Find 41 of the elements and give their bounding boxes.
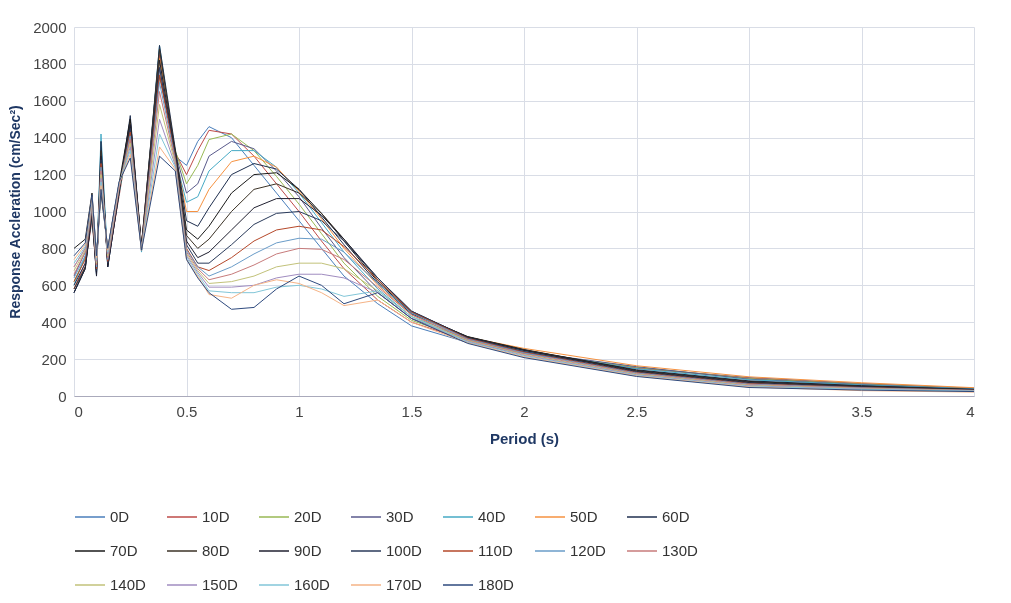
legend-label: 60D (662, 508, 690, 525)
legend-label: 80D (202, 542, 230, 559)
legend-label: 0D (110, 508, 130, 525)
y-tick-label: 1800 (33, 55, 67, 73)
x-tick-label: 1 (295, 402, 304, 420)
legend-label: 110D (478, 542, 513, 559)
legend-label: 70D (110, 542, 138, 559)
y-tick-label: 1000 (33, 203, 67, 220)
y-tick-label: 1200 (33, 166, 67, 184)
legend-label: 180D (478, 576, 515, 593)
y-tick-label: 2000 (33, 18, 67, 36)
y-tick-label: 200 (41, 350, 67, 368)
legend-label: 170D (386, 576, 423, 593)
legend-label: 100D (386, 542, 423, 559)
y-tick-label: 800 (41, 239, 67, 257)
x-tick-label: 3 (745, 402, 754, 420)
x-tick-label: 3.5 (851, 402, 873, 420)
x-tick-label: 0.5 (176, 402, 198, 420)
y-axis-title: Response Accleration (cm/Sec²) (7, 105, 24, 319)
legend-label: 40D (478, 508, 506, 525)
y-tick-label: 600 (41, 276, 67, 294)
y-tick-label: 1600 (33, 92, 67, 110)
legend-label: 150D (202, 576, 239, 593)
x-tick-label: 2 (520, 402, 529, 420)
y-tick-label: 1400 (33, 129, 67, 147)
legend-label: 140D (110, 576, 147, 593)
legend-label: 20D (294, 508, 322, 525)
y-tick-label: 400 (41, 313, 67, 331)
legend-label: 90D (294, 542, 322, 559)
x-axis-title: Period (s) (489, 429, 560, 447)
legend-label: 50D (570, 508, 598, 525)
x-tick-label: 4 (966, 402, 975, 420)
x-tick-label: 2.5 (626, 402, 648, 420)
legend-label: 120D (570, 542, 607, 559)
legend-label: 10D (202, 508, 230, 525)
legend-label: 160D (294, 576, 331, 593)
x-tick-label: 0 (74, 402, 83, 420)
x-tick-label: 1.5 (401, 402, 423, 420)
y-tick-label: 0 (58, 387, 67, 405)
legend-label: 30D (386, 508, 414, 525)
legend-label: 130D (662, 542, 699, 559)
